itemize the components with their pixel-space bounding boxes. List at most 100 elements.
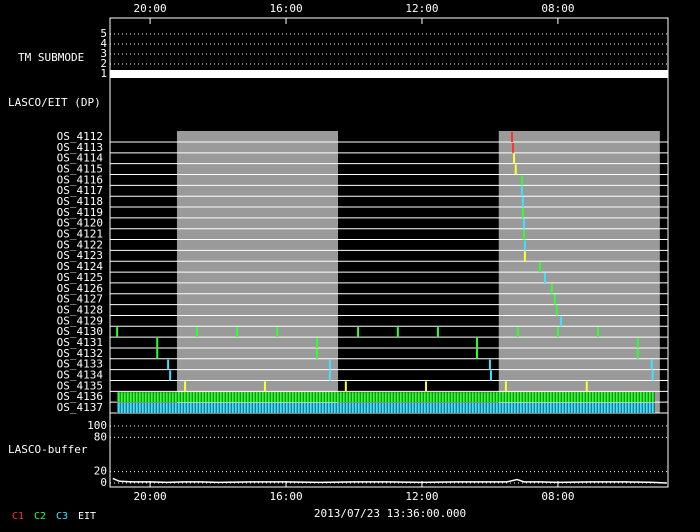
row-label: OS_4124 bbox=[57, 260, 104, 273]
event bbox=[263, 381, 266, 392]
y-tick-label: 3 bbox=[100, 47, 107, 60]
row-label: OS_4130 bbox=[57, 325, 103, 338]
event bbox=[553, 294, 556, 305]
row-label: OS_4135 bbox=[57, 379, 103, 392]
legend-entry: C2 bbox=[34, 511, 46, 522]
tm-label: TM SUBMODE bbox=[18, 51, 84, 64]
os-panel-label: LASCO/EIT (DP) bbox=[8, 96, 101, 109]
event bbox=[651, 370, 654, 381]
row-label: OS_4126 bbox=[57, 282, 103, 295]
x-tick-label: 08:00 bbox=[541, 490, 574, 503]
event bbox=[523, 240, 526, 251]
event bbox=[184, 381, 187, 392]
event bbox=[488, 359, 491, 370]
event bbox=[396, 327, 399, 338]
row-label: OS_4121 bbox=[57, 228, 103, 241]
row-label: OS_4128 bbox=[57, 303, 103, 316]
row-label: OS_4125 bbox=[57, 271, 103, 284]
event bbox=[328, 370, 331, 381]
x-tick-label: 12:00 bbox=[405, 2, 438, 15]
row-label: OS_4112 bbox=[57, 130, 103, 143]
y-tick-label: 0 bbox=[100, 476, 107, 489]
event bbox=[328, 359, 331, 370]
row-label: OS_4136 bbox=[57, 390, 103, 403]
event bbox=[116, 327, 119, 338]
event bbox=[425, 381, 428, 392]
event bbox=[543, 272, 546, 283]
event bbox=[550, 283, 553, 294]
row-label: OS_4115 bbox=[57, 163, 103, 176]
event bbox=[596, 327, 599, 338]
plot-frame bbox=[109, 17, 669, 488]
row-label: OS_4123 bbox=[57, 249, 103, 262]
event bbox=[523, 251, 526, 262]
x-tick-label: 08:00 bbox=[541, 2, 574, 15]
event bbox=[520, 175, 523, 186]
event bbox=[489, 370, 492, 381]
event bbox=[156, 337, 159, 348]
event bbox=[585, 381, 588, 392]
buffer-label: LASCO-buffer bbox=[8, 443, 88, 456]
event bbox=[516, 327, 519, 338]
row-label: OS_4129 bbox=[57, 314, 103, 327]
event bbox=[436, 327, 439, 338]
event bbox=[559, 316, 562, 327]
y-tick-label: 4 bbox=[100, 37, 107, 50]
y-tick-label: 5 bbox=[100, 27, 107, 40]
date-label: 2013/07/23 13:36:00.000 bbox=[314, 507, 466, 520]
x-tick-label: 20:00 bbox=[134, 490, 167, 503]
event bbox=[520, 186, 523, 197]
event bbox=[511, 132, 514, 142]
event bbox=[636, 337, 639, 348]
event bbox=[650, 359, 653, 370]
event bbox=[169, 370, 172, 381]
x-tick-label: 12:00 bbox=[405, 490, 438, 503]
submode-bar bbox=[110, 70, 668, 78]
y-tick-label: 2 bbox=[100, 57, 107, 70]
event bbox=[357, 327, 360, 338]
row-label: OS_4118 bbox=[57, 195, 103, 208]
event bbox=[521, 207, 524, 218]
x-tick-label: 16:00 bbox=[269, 490, 302, 503]
row-label: OS_4127 bbox=[57, 293, 103, 306]
event-span bbox=[117, 392, 655, 403]
event bbox=[522, 229, 525, 240]
row-label: OS_4137 bbox=[57, 401, 103, 414]
row-label: OS_4122 bbox=[57, 238, 103, 251]
event bbox=[156, 348, 159, 359]
event bbox=[555, 305, 558, 316]
y-tick-label: 20 bbox=[94, 465, 107, 478]
y-tick-label: 80 bbox=[94, 430, 107, 443]
legend-entry: C3 bbox=[56, 511, 68, 522]
event bbox=[167, 359, 170, 370]
legend-entry: C1 bbox=[12, 511, 24, 522]
event bbox=[195, 327, 198, 338]
event bbox=[276, 327, 279, 338]
event bbox=[522, 218, 525, 229]
row-label: OS_4134 bbox=[57, 368, 104, 381]
x-tick-label: 20:00 bbox=[134, 2, 167, 15]
event bbox=[315, 337, 318, 348]
event bbox=[514, 164, 517, 175]
event bbox=[315, 348, 318, 359]
row-label: OS_4120 bbox=[57, 217, 103, 230]
event bbox=[538, 262, 541, 273]
event bbox=[476, 337, 479, 348]
legend-entry: EIT bbox=[78, 511, 96, 522]
row-label: OS_4131 bbox=[57, 336, 103, 349]
row-label: OS_4116 bbox=[57, 173, 103, 186]
event bbox=[344, 381, 347, 392]
event bbox=[636, 348, 639, 359]
row-label: OS_4113 bbox=[57, 141, 103, 154]
y-tick-label: 100 bbox=[87, 419, 107, 432]
row-label: OS_4114 bbox=[57, 152, 104, 165]
event bbox=[521, 197, 524, 208]
event bbox=[556, 327, 559, 338]
event-span bbox=[117, 403, 655, 413]
row-label: OS_4133 bbox=[57, 358, 103, 371]
y-tick-label: 1 bbox=[100, 67, 107, 80]
event bbox=[512, 142, 515, 153]
event bbox=[504, 381, 507, 392]
event bbox=[476, 348, 479, 359]
